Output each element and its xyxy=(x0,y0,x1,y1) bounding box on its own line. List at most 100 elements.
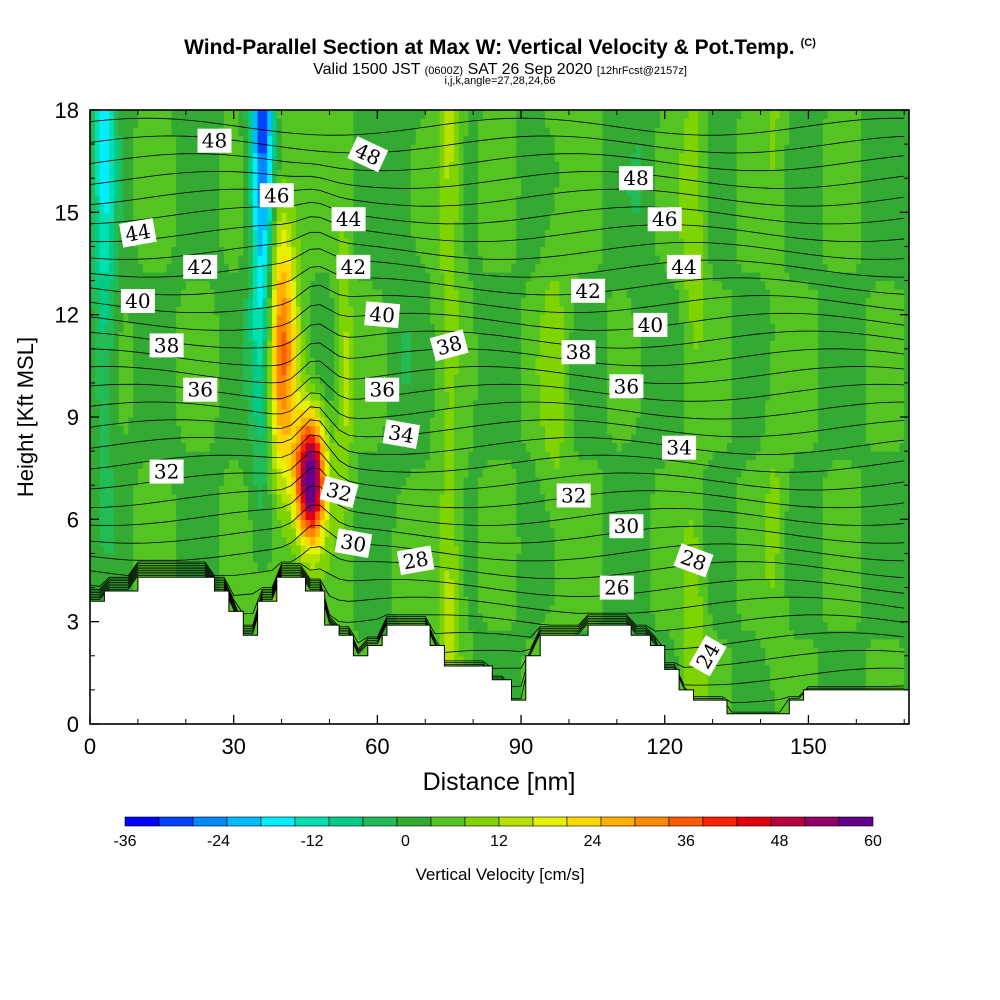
velocity-cell xyxy=(90,382,96,393)
velocity-cell xyxy=(358,553,364,563)
velocity-cell xyxy=(113,561,120,572)
velocity-cell xyxy=(377,476,383,486)
velocity-cell xyxy=(410,152,417,162)
velocity-cell xyxy=(181,144,187,154)
velocity-cell xyxy=(382,596,388,606)
chart-subtitle: Valid 1500 JST (0600Z) SAT 26 Sep 2020 [… xyxy=(313,61,687,78)
velocity-cell xyxy=(200,186,206,196)
velocity-cell xyxy=(113,203,120,213)
velocity-cell xyxy=(99,272,105,282)
velocity-cell xyxy=(382,510,388,520)
velocity-cell xyxy=(295,110,302,120)
velocity-cell xyxy=(372,195,378,205)
velocity-cell xyxy=(109,485,115,495)
velocity-cell xyxy=(161,306,168,316)
velocity-cell xyxy=(195,178,201,188)
velocity-cell xyxy=(396,493,402,503)
velocity-cell xyxy=(252,289,259,299)
velocity-cell xyxy=(142,314,149,324)
velocity-cell xyxy=(195,203,201,213)
velocity-cell xyxy=(396,399,402,410)
velocity-cell xyxy=(195,280,201,290)
velocity-cell xyxy=(377,434,383,444)
velocity-cell xyxy=(372,110,378,120)
velocity-cell xyxy=(176,442,182,452)
velocity-cell xyxy=(406,357,412,367)
velocity-cell xyxy=(109,195,115,205)
velocity-cell xyxy=(118,579,125,589)
velocity-cell xyxy=(147,254,153,265)
velocity-cell xyxy=(334,186,340,196)
velocity-cell xyxy=(257,365,264,375)
velocity-cell xyxy=(281,510,287,520)
velocity-cell xyxy=(310,152,316,162)
velocity-cell xyxy=(161,297,168,307)
velocity-cell xyxy=(386,212,393,222)
velocity-cell xyxy=(214,195,220,205)
velocity-cell xyxy=(348,425,355,435)
velocity-cell xyxy=(152,237,158,248)
velocity-cell xyxy=(176,323,182,333)
velocity-cell xyxy=(109,348,115,358)
velocity-cell xyxy=(233,468,240,478)
velocity-cell xyxy=(286,365,292,375)
velocity-cell xyxy=(310,195,316,205)
velocity-cell xyxy=(339,434,345,444)
velocity-cell xyxy=(372,544,378,555)
velocity-cell xyxy=(181,434,187,444)
velocity-cell xyxy=(152,391,158,401)
velocity-cell xyxy=(343,417,350,427)
velocity-cell xyxy=(147,485,153,495)
velocity-cell xyxy=(353,280,359,290)
velocity-cell xyxy=(267,144,273,154)
velocity-cell xyxy=(315,382,321,393)
velocity-cell xyxy=(90,357,96,367)
velocity-cell xyxy=(118,408,125,418)
velocity-cell xyxy=(363,604,369,614)
velocity-cell xyxy=(410,510,417,520)
velocity-cell xyxy=(396,510,402,520)
velocity-cell xyxy=(281,519,287,529)
velocity-cell xyxy=(315,374,321,384)
velocity-cell xyxy=(391,451,398,461)
velocity-cell xyxy=(415,451,422,461)
velocity-cell xyxy=(334,195,340,205)
velocity-cell xyxy=(142,553,149,563)
velocity-cell xyxy=(161,519,168,529)
velocity-cell xyxy=(401,519,407,529)
velocity-cell xyxy=(157,220,163,230)
velocity-cell xyxy=(286,254,292,265)
velocity-cell xyxy=(94,399,101,410)
velocity-cell xyxy=(386,476,393,486)
velocity-cell xyxy=(377,570,383,580)
velocity-cell xyxy=(137,178,144,188)
velocity-cell xyxy=(315,297,321,307)
velocity-cell xyxy=(123,118,129,128)
velocity-cell xyxy=(305,468,311,478)
velocity-cell xyxy=(147,263,153,273)
velocity-cell xyxy=(319,127,326,137)
velocity-cell xyxy=(372,178,378,188)
velocity-cell xyxy=(195,169,201,179)
velocity-cell xyxy=(305,135,311,145)
velocity-cell xyxy=(166,519,173,529)
velocity-cell xyxy=(281,229,287,239)
velocity-cell xyxy=(200,493,206,503)
velocity-cell xyxy=(358,169,364,179)
velocity-cell xyxy=(382,579,388,589)
velocity-cell xyxy=(90,527,96,537)
velocity-cell xyxy=(238,280,244,290)
velocity-cell xyxy=(401,144,407,154)
velocity-cell xyxy=(233,246,240,256)
velocity-cell xyxy=(406,263,412,273)
velocity-cell xyxy=(214,561,220,572)
velocity-cell xyxy=(267,246,273,256)
velocity-cell xyxy=(224,561,230,572)
velocity-cell xyxy=(243,502,249,512)
velocity-cell xyxy=(281,434,287,444)
velocity-cell xyxy=(315,553,321,563)
velocity-cell xyxy=(300,135,307,145)
velocity-cell xyxy=(214,254,220,265)
velocity-cell xyxy=(348,442,355,452)
velocity-cell xyxy=(219,186,225,196)
